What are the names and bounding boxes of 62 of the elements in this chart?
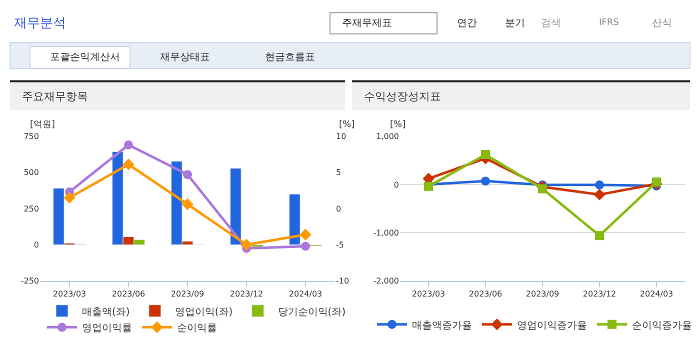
y-axis-title: [억원] [30, 120, 56, 130]
y2-tick-label: -5 [336, 240, 344, 250]
point [652, 178, 661, 187]
point [182, 198, 194, 210]
point [300, 228, 312, 240]
x-tick-label: 2023/06 [468, 290, 502, 299]
y-tick-label: 750 [24, 132, 39, 141]
point [595, 180, 604, 190]
x-tick-label: 2023/06 [112, 290, 146, 299]
text: 검색 [541, 18, 561, 29]
legend-label: 순이익증가율 [632, 320, 692, 332]
legend-label: 매출액증가율 [412, 320, 472, 332]
text: 산식 [652, 18, 672, 29]
y-axis-title: [%] [390, 120, 406, 130]
legend-label: 영업이익증가율 [517, 320, 587, 332]
y-tick-label: 500 [24, 168, 39, 178]
text: 분기 [505, 18, 525, 29]
y-tick-label: -2,000 [373, 276, 399, 286]
text: 재무분석 [14, 16, 66, 31]
text: IFRS [599, 18, 620, 28]
y2-tick-label: 0 [336, 204, 342, 214]
legend-label: 당기순이익(좌) [278, 306, 346, 318]
y-tick-label: -250 [20, 276, 39, 286]
point [124, 140, 133, 150]
chart-title: 주요재무항목 [22, 90, 88, 103]
point [122, 158, 134, 170]
y-tick-label: 1,000 [376, 132, 399, 141]
text: 주재무제표 [342, 18, 392, 29]
legend-label: 영업이익(좌) [174, 306, 233, 318]
y-tick-label: 0 [34, 240, 39, 250]
x-tick-label: 2023/12 [582, 290, 616, 299]
x-tick-label: 2023/09 [526, 290, 560, 299]
y2-axis-title: [%] [339, 120, 355, 130]
y2-tick-label: 5 [336, 168, 342, 178]
point [240, 238, 252, 251]
y-tick-label: -1,000 [373, 228, 399, 238]
y2-tick-label: -10 [336, 276, 350, 286]
legend-label: 매출액(좌) [82, 306, 130, 318]
text: 재무상태표 [160, 52, 210, 63]
point [183, 170, 192, 180]
point [594, 188, 606, 200]
x-tick-label: 2024/03 [288, 290, 322, 299]
x-tick-label: 2023/03 [412, 290, 446, 299]
point [538, 184, 547, 194]
chart-title: 수익성장성지표 [364, 90, 441, 103]
y2-tick-label: 10 [336, 132, 346, 141]
point [595, 231, 604, 240]
x-tick-label: 2023/03 [52, 290, 86, 299]
bar [230, 168, 242, 245]
y-tick-label: 0 [394, 180, 399, 190]
x-tick-label: 2024/03 [640, 290, 674, 299]
text: 포괄손익계산서 [50, 52, 120, 63]
point [64, 192, 76, 204]
legend-label: 영업이익률 [82, 323, 132, 334]
x-tick-label: 2023/09 [170, 290, 204, 299]
legend-label: 순이익률 [177, 323, 217, 334]
x-tick-label: 2023/12 [230, 290, 264, 299]
text: 현금흐름표 [265, 52, 315, 63]
text: 연간 [457, 18, 477, 29]
point [481, 150, 490, 160]
y-tick-label: 250 [24, 204, 39, 214]
point [481, 176, 490, 186]
